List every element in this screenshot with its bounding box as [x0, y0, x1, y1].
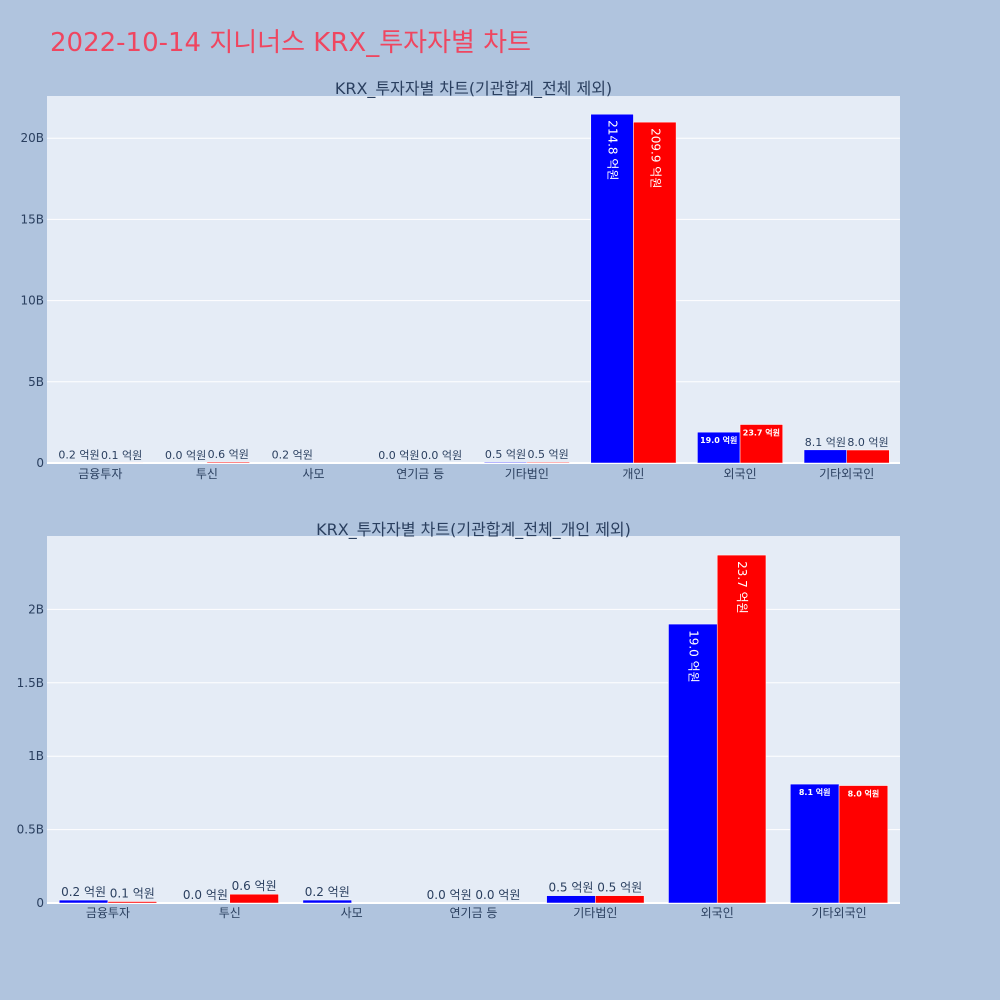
investor-chart-excl-individual: KRX_투자자별 차트(기관합계_전체_개인 제외) 0 0.5B 1B 1.5B 2B 금… [17, 520, 900, 920]
bar-data-label: 0.1 억원 [101, 449, 142, 462]
chart-title: KRX_투자자별 차트(기관합계_전체_개인 제외) [316, 520, 631, 540]
bar-data-label: 0.5 억원 [597, 881, 642, 895]
bar-data-label: 0.5 억원 [528, 448, 569, 461]
y-tick-label: 2B [28, 602, 44, 616]
bar-data-label: 8.0 억원 [847, 436, 888, 449]
plot-area [47, 536, 900, 903]
bar-data-label: 0.0 억원 [165, 449, 206, 462]
bar-data-label: 0.6 억원 [208, 448, 249, 461]
x-tick-label: 금융투자 [78, 467, 122, 481]
bar-data-label: 8.0 억원 [848, 789, 880, 799]
bar [846, 449, 890, 464]
bar [739, 424, 783, 464]
x-tick-label: 외국인 [701, 906, 734, 920]
bar-data-label: 8.1 억원 [805, 436, 846, 449]
x-tick-label: 개인 [622, 467, 644, 481]
bar-data-label: 19.0 억원 [686, 630, 700, 683]
x-tick-label: 사모 [341, 906, 363, 920]
x-tick-label: 기타외국인 [819, 467, 874, 481]
investor-chart-all: KRX_투자자별 차트(기관합계_전체 제외) 0 5B 10B 15B 20B 금융투자 0… [20, 79, 900, 481]
bar [838, 785, 889, 904]
bar-data-label: 0.5 억원 [485, 448, 526, 461]
x-tick-label: 연기금 등 [450, 906, 498, 920]
page-title: 2022-10-14 지니너스 KRX_투자자별 차트 [50, 28, 532, 58]
bar-data-label: 0.0 억원 [421, 449, 462, 462]
bar-data-label: 0.0 억원 [378, 449, 419, 462]
y-tick-label: 0.5B [17, 823, 44, 837]
bar [595, 895, 645, 904]
bar [206, 461, 250, 464]
bar [546, 895, 596, 904]
chart-title: KRX_투자자별 차트(기관합계_전체 제외) [335, 79, 612, 99]
bar-data-label: 23.7 억원 [743, 428, 780, 438]
bar [229, 893, 279, 904]
bar-data-label: 23.7 억원 [735, 561, 749, 614]
bar-data-label: 0.6 억원 [232, 879, 277, 893]
x-tick-label: 투신 [219, 906, 241, 920]
bar-data-label: 19.0 억원 [700, 435, 737, 445]
bar [716, 554, 767, 904]
bar [526, 461, 570, 464]
y-tick-label: 20B [20, 131, 44, 145]
bar-data-label: 8.1 억원 [799, 787, 831, 797]
bar-data-label: 0.2 억원 [61, 885, 106, 899]
bar [302, 899, 352, 904]
bar-data-label: 214.8 억원 [606, 120, 620, 180]
bar [790, 783, 840, 904]
bar [590, 113, 634, 464]
y-tick-label: 15B [20, 212, 44, 226]
x-tick-label: 연기금 등 [396, 467, 444, 481]
bar [483, 461, 528, 464]
plot-area [47, 96, 900, 463]
x-tick-label: 기타외국인 [811, 906, 866, 920]
bar-data-label: 0.2 억원 [272, 449, 313, 462]
bar-data-label: 209.9 억원 [648, 128, 662, 188]
bar-data-label: 0.2 억원 [305, 885, 350, 899]
bar-data-label: 0.1 억원 [110, 887, 155, 901]
bar [803, 449, 847, 464]
x-tick-label: 기타법인 [505, 467, 549, 481]
bar-data-label: 0.0 억원 [475, 888, 520, 902]
bar [107, 901, 157, 904]
bar [668, 623, 718, 904]
bar-data-label: 0.0 억원 [427, 888, 472, 902]
x-tick-label: 금융투자 [86, 906, 130, 920]
bar-data-label: 0.5 억원 [548, 881, 593, 895]
x-tick-label: 사모 [303, 467, 325, 481]
bar [58, 899, 109, 904]
y-tick-label: 1.5B [17, 676, 44, 690]
bar-data-label: 0.0 억원 [183, 888, 228, 902]
bar-data-label: 0.2 억원 [58, 449, 99, 462]
y-tick-label: 0 [36, 896, 44, 910]
x-tick-label: 기타법인 [573, 906, 617, 920]
y-tick-label: 5B [28, 375, 44, 389]
x-tick-label: 투신 [196, 467, 218, 481]
bar [633, 121, 677, 464]
x-tick-label: 외국인 [724, 467, 757, 481]
y-tick-label: 0 [36, 456, 44, 470]
y-tick-label: 10B [20, 294, 44, 308]
y-tick-label: 1B [28, 749, 44, 763]
